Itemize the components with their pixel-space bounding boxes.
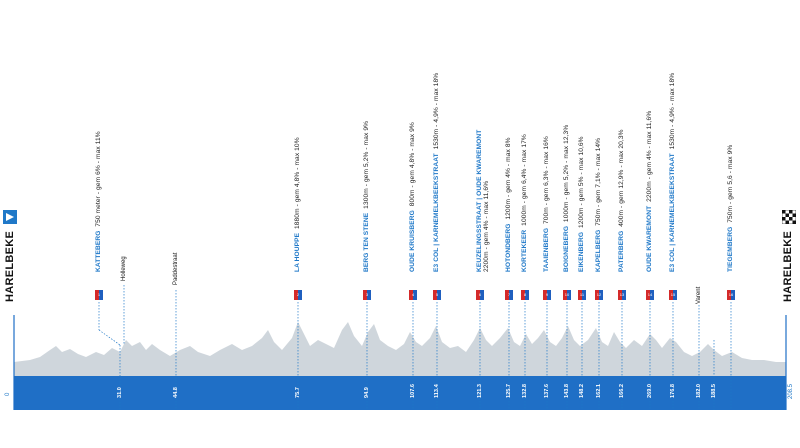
climb-marker-icon: 13 bbox=[618, 290, 626, 300]
climb-marker-icon: 11 bbox=[578, 290, 586, 300]
climb-marker-icon: 6 bbox=[476, 290, 484, 300]
km-marker-hotondberg: 125.7 bbox=[506, 384, 512, 398]
climb-label-berg-ten-stene: BERG TEN STENE 1300m - gem 5,2% - max 9% bbox=[363, 120, 370, 272]
elevation-profile bbox=[14, 322, 786, 376]
climb-guides bbox=[98, 285, 732, 410]
km-marker-paterberg: 166.2 bbox=[619, 384, 625, 398]
sector-label-paddestraat: Paddestraat bbox=[173, 252, 179, 285]
km-marker-kortekeer: 132.8 bbox=[522, 384, 528, 398]
climb-marker-icon: 9 bbox=[543, 290, 551, 300]
climb-label-eikenberg: EIKENBERG 1200m - gem 5% - max 10,6% bbox=[578, 136, 585, 272]
sector-label-holleweg: Holleweg bbox=[121, 256, 127, 281]
sector-label-varent: Varent bbox=[696, 286, 702, 304]
km-marker-tiegemberg: 188.5 bbox=[711, 384, 717, 398]
climb-marker-icon: 16 bbox=[727, 290, 735, 300]
km-marker-paddestraat: 44.8 bbox=[173, 387, 179, 398]
climb-label-boigneberg: BOIGNEBERG 1000m - gem 5,2% - max 12,3% bbox=[563, 124, 570, 272]
km-marker-kapelberg: 162.1 bbox=[596, 384, 602, 398]
finish-city-label: HARELBEKE bbox=[782, 230, 794, 302]
distance-band bbox=[14, 376, 786, 410]
climb-label-taaienberg: TAAIENBERG 700m - gem 6,3% - max 16% bbox=[543, 136, 550, 272]
km-marker-boigneberg: 143.8 bbox=[564, 384, 570, 398]
climb-marker-icon: 8 bbox=[521, 290, 529, 300]
climb-marker-icon: 4 bbox=[409, 290, 417, 300]
climb-label-la-houppe: LA HOUPPE 1880m - gem 4,8% - max 10% bbox=[294, 137, 301, 272]
climb-label-hotondberg: HOTONDBERG 1200m - gem 4% - max 8% bbox=[505, 137, 512, 272]
climb-marker-icon: 5 bbox=[433, 290, 441, 300]
km-marker-keuzelingsstraat: 121.3 bbox=[477, 384, 483, 398]
climb-label-tiegemberg: TIEGEMBERG 750m - gem 5,6 - max 9% bbox=[727, 144, 734, 272]
km-marker-e3-col-1: 113.4 bbox=[434, 384, 440, 398]
climb-label-oude-kruisberg: OUDE KRUISBERG 800m - gem 4,8% - max 9% bbox=[409, 122, 416, 272]
climb-marker-icon: 1 bbox=[95, 290, 103, 300]
climb-marker-icon: 10 bbox=[563, 290, 571, 300]
km-marker-katteberg: 31.0 bbox=[117, 387, 123, 398]
km-marker-varent: 182.0 bbox=[696, 384, 702, 398]
climb-marker-icon: 12 bbox=[595, 290, 603, 300]
climb-label-oude-kwaremont: OUDE KWAREMONT 2200m - gem 4% - max 11,6… bbox=[646, 110, 653, 272]
climb-marker-icon: 2 bbox=[294, 290, 302, 300]
km-marker-la-houppe: 75.7 bbox=[295, 387, 301, 398]
finish-km-label: 208.5 bbox=[788, 383, 794, 399]
climb-label-kortekeer: KORTEKEER 1000m - gem 6,4% - max 17% bbox=[521, 134, 528, 272]
climb-marker-icon: 3 bbox=[363, 290, 371, 300]
km-marker-eikenberg: 148.2 bbox=[579, 384, 585, 398]
checkered-flag-icon bbox=[781, 209, 797, 225]
km-marker-oude-kwaremont: 269.0 bbox=[647, 384, 653, 398]
climb-label-e3-col-2: E3 COL | KARNEMELKBEEKSTRAAT 1530m - 4,9… bbox=[669, 72, 676, 272]
start-km-label: 0 bbox=[5, 392, 11, 396]
climb-label-kapelberg: KAPELBERG 750m - gem 7,1% - max 14% bbox=[595, 137, 602, 272]
climb-stats-keuzelingsstraat: 2200m - gem 4% - max 11,6% bbox=[483, 180, 490, 272]
climb-label-paterberg: PATERBERG 400m - gem 12,9% - max 20,3% bbox=[618, 129, 625, 272]
km-marker-berg-ten-stene: 94.9 bbox=[364, 387, 370, 398]
climb-marker-icon: 14 bbox=[646, 290, 654, 300]
climb-label-e3-col-1: E3 COL | KARNEMELKBEEKSTRAAT 1530m - 4,9… bbox=[433, 72, 440, 272]
km-marker-taaienberg: 137.6 bbox=[544, 384, 550, 398]
climb-marker-icon: 7 bbox=[505, 290, 513, 300]
start-city-label: HARELBEKE bbox=[4, 230, 16, 302]
climb-marker-icon: 15 bbox=[669, 290, 677, 300]
climb-label-katteberg: KATTEBERG 750 meter - gem 6% - max 11% bbox=[95, 131, 102, 272]
km-marker-oude-kruisberg: 107.6 bbox=[410, 384, 416, 398]
km-marker-e3-col-2: 176.8 bbox=[670, 384, 676, 398]
climb-label-keuzelingsstraat: KEUZELINGSSTRAAT | OUDE KWAREMONT bbox=[476, 129, 483, 272]
start-arrow-flag-icon bbox=[3, 210, 17, 224]
